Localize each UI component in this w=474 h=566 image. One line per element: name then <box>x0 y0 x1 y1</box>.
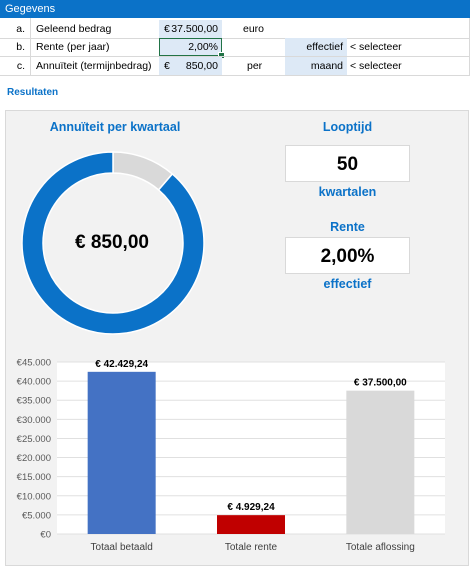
select-hint: < selecteer <box>350 60 402 72</box>
input-value: 37.500,00 <box>171 23 218 35</box>
annuiteit-title: Annuïteit per kwartaal <box>49 120 181 134</box>
geleend-bedrag-input[interactable]: € 37.500,00 <box>159 20 222 38</box>
currency-symbol: € <box>164 60 170 72</box>
rente-box: 2,00% <box>285 237 410 274</box>
y-tick-label: €25.000 <box>17 434 51 445</box>
looptijd-unit: kwartalen <box>318 185 377 199</box>
looptijd-title: Looptijd <box>322 120 373 134</box>
bar <box>217 515 285 534</box>
row-label: Geleend bedrag <box>36 23 112 35</box>
rente-title: Rente <box>330 220 365 234</box>
unit-label: per <box>247 60 263 72</box>
gegevens-title: Gegevens <box>5 3 56 15</box>
totalen-bar-chart: €0 €5.000 €10.000 €15.000 €20.000 €25.000 €30.… <box>17 358 445 553</box>
gegevens-header: Gegevens <box>0 0 470 18</box>
data-label: € 37.500,00 <box>354 378 407 389</box>
donut-center-value: € 850,00 <box>75 232 149 253</box>
divider <box>30 18 31 75</box>
data-label: € 4.929,24 <box>227 502 275 513</box>
divider <box>0 75 470 76</box>
row-label: Annuïteit (termijnbedrag) <box>36 60 152 72</box>
looptijd-box: 50 <box>285 145 410 182</box>
bar <box>87 371 156 534</box>
periode-select[interactable]: maand <box>285 57 347 75</box>
y-tick-label: €30.000 <box>17 415 51 426</box>
y-tick-label: €5.000 <box>22 510 51 521</box>
input-row-geleend-bedrag: a. Geleend bedrag € 37.500,00 euro <box>0 20 470 38</box>
rente-input[interactable]: 2,00% <box>159 38 225 59</box>
row-index: b. <box>16 41 25 53</box>
y-tick-label: €10.000 <box>17 491 51 502</box>
bar <box>346 390 415 534</box>
y-tick-label: €45.000 <box>17 358 51 369</box>
divider <box>0 38 470 39</box>
rente-type-select[interactable]: effectief <box>285 38 347 56</box>
input-row-rente: b. Rente (per jaar) 2,00% effectief < se… <box>0 38 470 59</box>
input-row-annuiteit: c. Annuïteit (termijnbedrag) € 850,00 pe… <box>0 57 470 75</box>
donut-slice-annuiteit <box>21 151 205 335</box>
rente-unit: effectief <box>323 277 372 291</box>
y-tick-label: €15.000 <box>17 472 51 483</box>
x-tick-label: Totaal betaald <box>91 542 153 553</box>
x-tick-label: Totale aflossing <box>346 542 415 553</box>
y-tick-label: €0 <box>40 530 51 541</box>
divider <box>0 56 470 57</box>
currency-symbol: € <box>164 23 170 35</box>
annuiteit-donut-chart <box>21 151 205 335</box>
row-index: a. <box>16 23 25 35</box>
input-value: 850,00 <box>185 60 218 72</box>
input-value: 2,00% <box>188 41 218 53</box>
row-label: Rente (per jaar) <box>36 41 110 53</box>
resultaten-title: Resultaten <box>7 87 59 98</box>
y-tick-label: €35.000 <box>17 396 51 407</box>
unit-label: euro <box>243 23 265 35</box>
annuiteit-input[interactable]: € 850,00 <box>159 57 222 75</box>
x-tick-label: Totale rente <box>225 542 278 553</box>
data-label: € 42.429,24 <box>95 359 148 370</box>
looptijd-value: 50 <box>336 154 359 175</box>
rente-value: 2,00% <box>320 246 375 267</box>
select-hint: < selecteer <box>350 41 402 53</box>
row-index: c. <box>16 60 25 72</box>
divider <box>469 18 470 75</box>
y-tick-label: €40.000 <box>17 377 51 388</box>
y-tick-label: €20.000 <box>17 453 51 464</box>
